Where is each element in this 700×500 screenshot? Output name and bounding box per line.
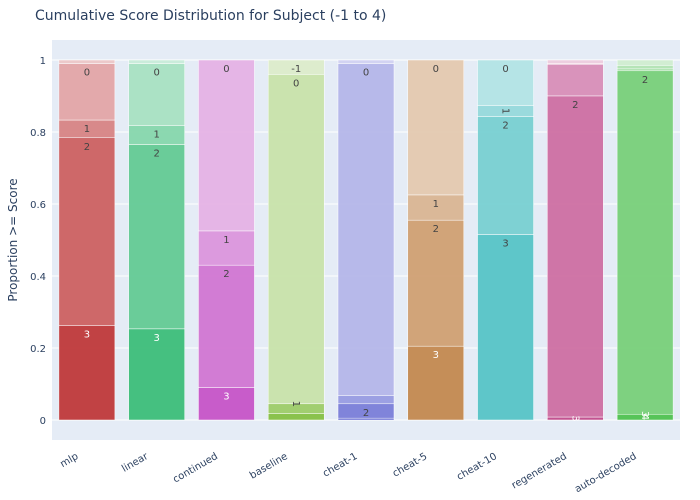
segment-label-cheat-1-0: 0 <box>363 68 369 79</box>
segment-label-regenerated-2: 2 <box>572 100 578 111</box>
segment-label-auto-decoded-4: 4 <box>639 414 650 420</box>
bar-segment-cheat-5-score-0 <box>407 59 465 196</box>
x-tick-label-mlp: mlp <box>59 451 81 470</box>
bar-segment-regenerated-score--1 <box>547 59 604 64</box>
segment-label-cheat-5-0: 0 <box>433 64 439 75</box>
segment-label-cheat-10-2: 2 <box>502 121 508 132</box>
segment-label-cheat-5-2: 2 <box>433 224 439 235</box>
segment-label-linear-3: 3 <box>153 333 159 344</box>
x-tick-label-cheat-10: cheat-10 <box>455 451 499 483</box>
x-tick-label-linear: linear <box>120 451 151 475</box>
bar-segment-mlp-score-0 <box>58 63 116 121</box>
bar-segment-cheat-10-score-2 <box>477 116 534 235</box>
bar-segment-mlp-score--1 <box>58 59 116 64</box>
bar-segment-linear-score-2 <box>128 144 185 330</box>
segment-label-linear-1: 1 <box>153 130 159 141</box>
bar-segment-cheat-1-score-0 <box>337 63 395 396</box>
bar-segment-continued-score-3 <box>198 387 255 421</box>
bar-segment-baseline-score-0 <box>267 74 325 405</box>
bar-segment-baseline-score-3 <box>267 413 325 421</box>
x-tick-label-baseline: baseline <box>248 451 290 481</box>
bar-segment-continued-score-2 <box>198 264 255 388</box>
bar-auto-decoded: 2 34 <box>616 59 674 421</box>
bar-segment-auto-decoded-score-1 <box>616 68 674 72</box>
segment-label-continued-2: 2 <box>223 269 229 280</box>
chart-title: Cumulative Score Distribution for Subjec… <box>35 8 386 24</box>
bar-cheat-5: 0 1 2 3 <box>407 59 465 421</box>
bar-segment-cheat-1-score--1 <box>337 59 395 64</box>
bar-baseline: -1 0 1 <box>267 59 325 421</box>
bar-segment-regenerated-score-3 <box>547 416 604 421</box>
segment-label-mlp-3: 3 <box>84 330 90 341</box>
bar-regenerated: 23 <box>547 59 604 422</box>
x-tick-label-cheat-5: cheat-5 <box>391 451 429 480</box>
bar-segment-cheat-1-score-1 <box>337 395 395 405</box>
bar-segment-cheat-10-score-3 <box>477 234 534 421</box>
y-tick-label: 1 <box>40 56 46 67</box>
bar-segment-cheat-5-score-1 <box>407 194 465 221</box>
segment-label-mlp-1: 1 <box>84 124 90 135</box>
segment-label-cheat-1-2: 2 <box>363 408 369 419</box>
bar-segment-linear-score-3 <box>128 328 185 421</box>
y-tick-label: 0.4 <box>30 272 46 283</box>
segment-label-continued-3: 3 <box>223 392 229 403</box>
bar-segment-cheat-5-score-3 <box>407 345 465 421</box>
segment-label-continued-0: 0 <box>223 64 229 75</box>
segment-label-mlp-2: 2 <box>84 142 90 153</box>
bar-segment-auto-decoded-score-2 <box>616 70 674 415</box>
segment-label-cheat-10-3: 3 <box>502 239 508 250</box>
bar-segment-linear-score-0 <box>128 63 185 126</box>
y-tick-label: 0.2 <box>30 344 46 355</box>
segment-label-cheat-5-3: 3 <box>433 350 439 361</box>
bar-segment-regenerated-score-2 <box>547 95 604 418</box>
x-tick-label-cheat-1: cheat-1 <box>321 451 359 480</box>
bar-segment-cheat-5-score-2 <box>407 219 465 347</box>
segment-label-baseline-0: 0 <box>293 78 299 89</box>
y-tick-label: 0.8 <box>30 128 46 139</box>
bar-cheat-10: 0 1 2 3 <box>477 59 534 421</box>
bar-segment-continued-score-0 <box>198 59 255 232</box>
bar-continued: 0 1 2 3 <box>198 59 255 421</box>
x-tick-label-continued: continued <box>171 451 220 485</box>
segment-label-baseline-1: 1 <box>290 401 301 407</box>
bar-segment-mlp-score-2 <box>58 137 116 326</box>
segment-label-auto-decoded-2: 2 <box>642 75 648 86</box>
segment-label-linear-0: 0 <box>153 68 159 79</box>
y-tick-label: 0 <box>40 416 46 427</box>
bar-mlp: 0 1 2 3 <box>58 59 116 421</box>
bar-segment-mlp-score-3 <box>58 325 116 421</box>
y-axis-title: Proportion >= Score <box>6 178 20 301</box>
bar-segment-cheat-10-score-0 <box>477 59 534 106</box>
segment-label-cheat-10-0: 0 <box>502 64 508 75</box>
bar-segment-auto-decoded-score-4 <box>616 413 674 421</box>
segment-label-linear-2: 2 <box>153 149 159 160</box>
bar-segment-cheat-1-score-3 <box>337 417 395 421</box>
bar-segment-linear-score--1 <box>128 59 185 64</box>
bar-segment-auto-decoded-score-0 <box>616 65 674 70</box>
bar-segment-auto-decoded-score--1 <box>616 59 674 66</box>
bar-segment-regenerated-score-1 <box>547 64 604 97</box>
segment-label-regenerated-3: 3 <box>569 415 580 421</box>
bar-linear: 0 1 2 3 <box>128 59 185 421</box>
y-tick-label: 0.6 <box>30 200 46 211</box>
bar-cheat-1: 02 <box>337 59 395 421</box>
segment-label-continued-1: 1 <box>223 235 229 246</box>
segment-label-mlp-0: 0 <box>84 68 90 79</box>
x-tick-label-auto-decoded: auto-decoded <box>573 451 638 495</box>
segment-label-cheat-10-1: 1 <box>500 108 511 114</box>
segment-label-baseline--1: -1 <box>291 64 301 75</box>
x-tick-label-regenerated: regenerated <box>510 451 569 491</box>
segment-label-cheat-5-1: 1 <box>433 199 439 210</box>
segment-label-auto-decoded-3: 3 <box>639 411 650 417</box>
